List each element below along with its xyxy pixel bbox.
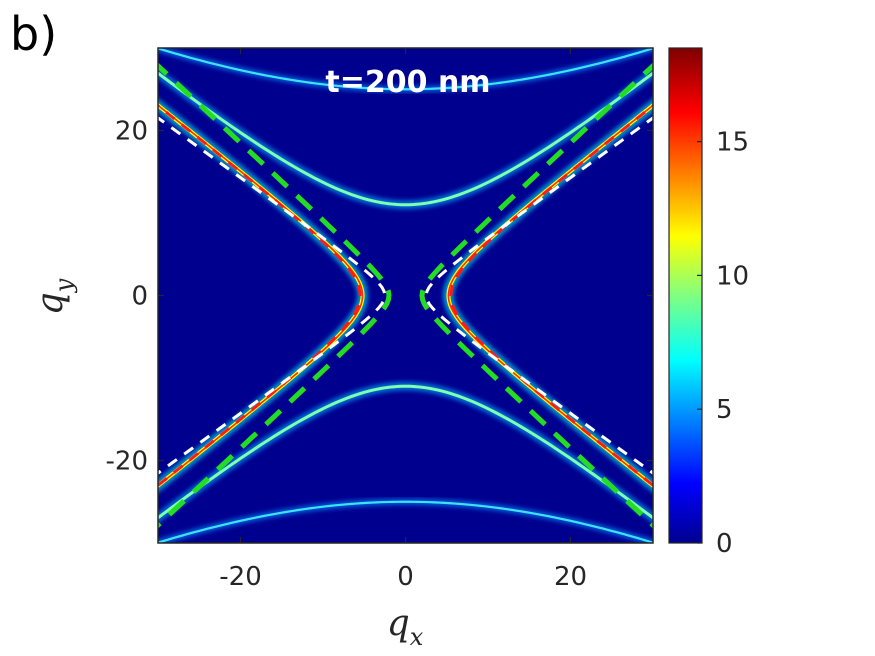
colorbar-tick-label: 15: [716, 128, 749, 158]
dashed-curve-0: [158, 103, 362, 488]
dashed-curve-2: [419, 62, 653, 529]
heatmap-plot: [157, 47, 654, 544]
y-axis-label-main: q: [30, 292, 71, 315]
colorbar-tick-label: 0: [716, 529, 733, 559]
outer-arc-core: [158, 500, 653, 543]
dashed-curve-2: [158, 62, 392, 529]
y-axis-label-sub: y: [50, 278, 78, 293]
colorbar-tick-label: 5: [716, 395, 733, 425]
x-tick-label: 0: [397, 562, 414, 592]
x-axis-label: qx: [387, 603, 424, 651]
x-axis-ticks: -20 0 20: [219, 48, 587, 592]
panel-label: b): [10, 7, 57, 61]
x-axis-label-sub: x: [410, 623, 424, 651]
colorbar-ticks: 0 5 10 15: [697, 128, 749, 559]
dashed-curve-1: [158, 116, 387, 475]
y-tick-label: 0: [131, 282, 148, 312]
x-tick-label: 20: [554, 562, 587, 592]
y-tick-label: 20: [115, 117, 148, 147]
arc-core: [158, 71, 653, 207]
x-axis-label-main: q: [387, 603, 410, 644]
thickness-annotation: t=200 nm: [325, 65, 490, 100]
colorbar-tick-label: 10: [716, 261, 749, 291]
x-tick-label: -20: [219, 562, 261, 592]
outer-arc-core: [158, 48, 653, 91]
arc-core: [158, 384, 653, 520]
colorbar-frame: [668, 47, 703, 544]
y-tick-label: -20: [106, 447, 148, 477]
dashed-curve-0: [449, 103, 653, 488]
colorbar-gradient: [669, 48, 702, 543]
heatmap-features: [158, 48, 653, 543]
y-axis-label: qy: [30, 278, 78, 315]
colorbar: 0 5 10 15: [668, 47, 749, 559]
dashed-curve-1: [424, 116, 653, 475]
y-axis-ticks: -20 0 20: [106, 117, 653, 477]
